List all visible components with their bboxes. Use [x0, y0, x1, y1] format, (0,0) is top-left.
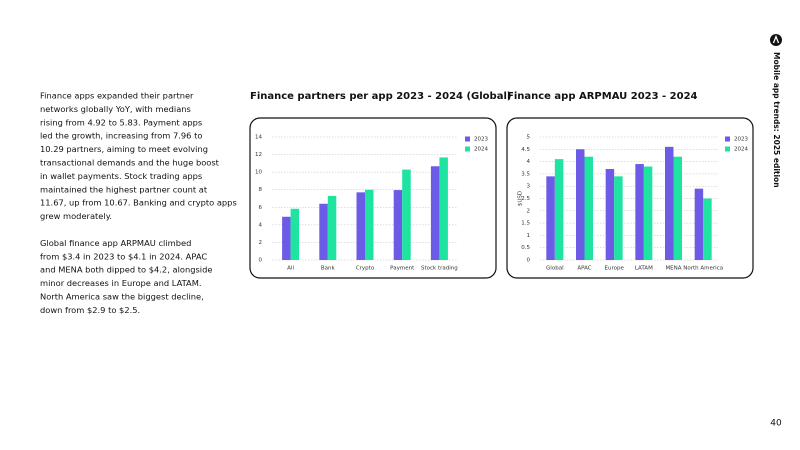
bar	[584, 156, 593, 260]
y-tick-label: 4	[527, 159, 531, 165]
y-tick-label: 1	[527, 233, 531, 239]
bar	[356, 192, 365, 260]
bar	[576, 149, 585, 260]
y-tick-label: 0	[259, 258, 263, 264]
bar	[327, 195, 337, 260]
x-tick-label: APAC	[577, 266, 591, 272]
y-tick-label: 5	[527, 135, 531, 141]
body-text: rising from 4.92 to 5.83. Payment apps	[40, 117, 202, 127]
body-text: led the growth, increasing from 7.96 to	[40, 131, 202, 141]
y-tick-label: 4	[259, 222, 263, 228]
body-text: and MENA both dipped to $4.2, alongside	[40, 265, 212, 275]
x-tick-label: Stock trading	[421, 266, 458, 272]
y-tick-label: 12	[255, 152, 262, 158]
legend-label: 2024	[734, 147, 748, 153]
side-label: Mobile app trends: 2025 edition	[772, 52, 781, 188]
x-tick-label: Crypto	[356, 266, 375, 272]
x-tick-label: Europe	[604, 266, 624, 272]
bar	[393, 190, 403, 260]
bar	[605, 168, 615, 260]
body-text: from $3.4 in 2023 to $4.1 in 2024. APAC	[40, 251, 207, 261]
chart-frame	[506, 117, 754, 279]
legend-swatch	[725, 136, 730, 142]
logo-mark	[772, 34, 780, 44]
body-text: networks globally YoY, with medians	[40, 104, 191, 114]
legend-label: 2024	[474, 147, 488, 153]
bar	[554, 159, 564, 260]
bar	[546, 176, 555, 260]
bar	[665, 146, 674, 260]
y-tick-label: 1.5	[521, 221, 530, 227]
body-text: 10.29 partners, aiming to meet evolving	[40, 144, 208, 154]
body-text: Global finance app ARPMAU climbed	[40, 238, 191, 248]
bar	[643, 166, 653, 260]
legend-swatch	[465, 136, 470, 142]
page-number: 40	[770, 419, 782, 429]
y-tick-label: 0.5	[521, 245, 530, 251]
y-tick-label: 10	[255, 170, 262, 176]
body-text: transactional demands and the huge boost	[40, 158, 220, 168]
legend-swatch	[725, 146, 730, 152]
bar	[635, 164, 644, 260]
bar	[365, 189, 374, 260]
body-text: down from $2.9 to $2.5.	[40, 305, 140, 315]
x-tick-label: Payment	[390, 266, 415, 272]
body-text: North America saw the biggest decline,	[40, 292, 204, 302]
bar	[282, 216, 291, 260]
bar	[439, 157, 448, 260]
y-tick-label: 0	[527, 258, 531, 264]
bar	[673, 156, 682, 260]
chart-title: Finance partners per app 2023 - 2024 (Gl…	[250, 91, 511, 102]
bar	[319, 203, 328, 260]
chart-frame	[249, 117, 497, 279]
body-text: grew moderately.	[40, 211, 112, 221]
bar	[694, 188, 704, 260]
y-tick-label: 3	[527, 184, 531, 190]
y-axis-label: $USD	[518, 191, 524, 206]
body-text: in wallet payments. Stock trading apps	[40, 171, 202, 181]
bar	[430, 166, 440, 260]
bar	[614, 176, 623, 260]
chart-title: Finance app ARPMAU 2023 - 2024	[507, 91, 698, 102]
x-tick-label: Bank	[321, 266, 336, 272]
body-text: minor decreases in Europe and LATAM.	[40, 278, 202, 288]
y-tick-label: 6	[259, 205, 263, 211]
body-text: 11.67, up from 10.67. Banking and crypto…	[40, 198, 237, 208]
bar	[703, 198, 712, 260]
bar	[290, 208, 300, 260]
x-tick-label: MENA	[665, 266, 681, 272]
x-tick-label: North America	[683, 266, 723, 272]
x-tick-label: LATAM	[635, 266, 653, 272]
y-tick-label: 2	[527, 208, 531, 214]
legend-label: 2023	[734, 137, 748, 143]
y-tick-label: 4.5	[521, 147, 530, 153]
y-tick-label: 2.5	[521, 196, 530, 202]
legend-label: 2023	[474, 137, 488, 143]
x-tick-label: All	[287, 266, 294, 272]
y-tick-label: 8	[259, 187, 263, 193]
body-text: maintained the highest partner count at	[40, 184, 208, 194]
body-text: Finance apps expanded their partner	[40, 91, 194, 101]
y-tick-label: 14	[255, 135, 262, 141]
logo	[770, 34, 782, 46]
bar	[402, 169, 411, 260]
y-tick-label: 3.5	[521, 171, 530, 177]
y-tick-label: 2	[259, 240, 263, 246]
legend-swatch	[465, 146, 470, 152]
x-tick-label: Global	[546, 266, 564, 272]
